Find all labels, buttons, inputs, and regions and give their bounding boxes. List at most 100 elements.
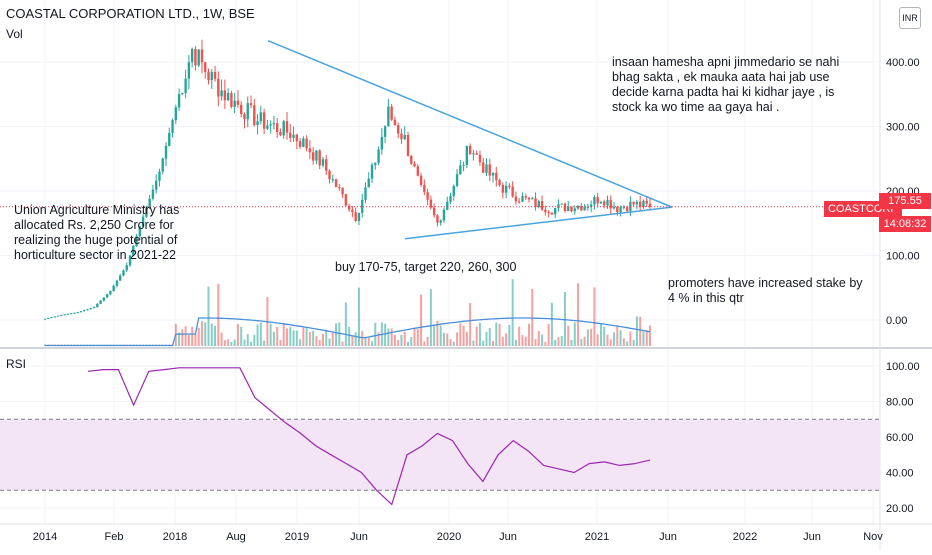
volume-bar-77 — [295, 330, 298, 346]
volume-bar-111 — [407, 341, 409, 346]
candle-body-62 — [246, 103, 249, 120]
candle-body-44 — [187, 62, 191, 79]
volume-bar-81 — [308, 331, 311, 346]
volume-bar-48 — [200, 321, 203, 346]
candle-body-69 — [269, 124, 272, 126]
volume-bar-121 — [439, 325, 442, 346]
candle-body-100 — [370, 164, 374, 179]
candle-body-15 — [92, 307, 96, 309]
volume-bar-141 — [505, 333, 508, 346]
candle-body-45 — [190, 48, 194, 63]
volume-bar-89 — [335, 323, 338, 346]
volume-bar-60 — [240, 326, 243, 346]
candle-body-33 — [151, 189, 155, 199]
candle-body-91 — [341, 187, 344, 195]
note-quote[interactable]: insaan hamesha apni jimmedario se nahi b… — [612, 55, 840, 114]
volume-bar-170 — [599, 323, 602, 346]
candle-body-152 — [540, 201, 544, 210]
volume-bar-99 — [367, 336, 370, 346]
volume-bar-134 — [482, 340, 485, 346]
volume-bar-148 — [528, 323, 530, 346]
candle-body-115 — [419, 175, 423, 185]
candle-body-64 — [253, 105, 256, 126]
volume-bar-143 — [511, 279, 514, 346]
note-promoters[interactable]: promoters have increased stake by 4 % in… — [668, 276, 863, 305]
volume-bar-76 — [292, 330, 295, 346]
volume-bar-56 — [227, 339, 230, 346]
candle-body-165 — [583, 206, 586, 211]
candle-body-157 — [557, 204, 560, 209]
volume-bars — [44, 279, 651, 347]
note-ministry[interactable]: Union Agriculture Ministry has allocated… — [14, 203, 180, 262]
candle-body-10 — [76, 312, 79, 314]
candle-body-0 — [43, 318, 47, 320]
volume-bar-147 — [524, 336, 527, 346]
volume-bar-41 — [178, 332, 181, 346]
candle-body-182 — [638, 201, 642, 207]
x-tick-label-4: 2019 — [285, 531, 309, 543]
candle-body-128 — [462, 165, 465, 167]
candle-body-89 — [334, 179, 338, 188]
candle-body-71 — [275, 123, 279, 133]
x-tick-label-1: Feb — [105, 531, 124, 543]
rsi-band-fill — [0, 419, 880, 491]
volume-bar-110 — [403, 331, 406, 346]
candle-body-103 — [380, 136, 384, 150]
candle-body-140 — [501, 184, 505, 193]
candle-body-67 — [262, 112, 266, 129]
volume-bar-136 — [488, 328, 491, 346]
volume-bar-158 — [560, 336, 563, 346]
volume-bar-114 — [416, 329, 419, 346]
candle-body-175 — [616, 206, 619, 213]
volume-bar-65 — [256, 324, 259, 346]
candle-body-130 — [468, 145, 472, 155]
volume-bar-83 — [315, 336, 318, 346]
currency-badge[interactable]: INR — [899, 7, 921, 29]
candle-body-43 — [184, 78, 187, 94]
candle-body-52 — [213, 71, 217, 79]
volume-bar-167 — [590, 328, 593, 346]
volume-bar-130 — [469, 303, 472, 346]
candle-body-93 — [347, 205, 351, 210]
volume-bar-91 — [341, 341, 344, 346]
rsi-tick-label-0: 100.00 — [886, 361, 920, 373]
candle-body-180 — [632, 201, 635, 205]
volume-bar-122 — [442, 332, 445, 346]
candle-body-171 — [603, 201, 606, 206]
candle-body-183 — [642, 200, 645, 207]
candle-body-123 — [446, 201, 449, 210]
candle-body-9 — [73, 312, 76, 314]
candle-body-121 — [439, 220, 442, 223]
candle-body-177 — [622, 207, 626, 209]
candle-body-75 — [289, 132, 292, 138]
candle-body-137 — [491, 172, 495, 176]
candle-body-141 — [504, 185, 508, 193]
candle-body-109 — [400, 133, 403, 140]
candle-body-170 — [599, 201, 603, 204]
volume-bar-75 — [289, 326, 292, 346]
candle-body-145 — [517, 201, 521, 203]
candle-body-125 — [452, 185, 455, 196]
candle-body-162 — [573, 208, 576, 212]
volume-bar-109 — [400, 334, 403, 346]
volume-bar-63 — [250, 341, 253, 346]
candle-body-20 — [109, 290, 112, 295]
candle-body-68 — [266, 125, 269, 129]
rsi-series-line — [87, 367, 651, 506]
candle-body-95 — [354, 212, 357, 222]
volume-bar-70 — [272, 331, 275, 346]
candle-body-113 — [413, 163, 416, 167]
candle-body-46 — [194, 48, 197, 66]
candle-body-47 — [197, 49, 200, 66]
note-trade[interactable]: buy 170-75, target 220, 260, 300 — [335, 260, 517, 274]
volume-bar-49 — [204, 322, 207, 346]
volume-bar-80 — [305, 328, 308, 346]
volume-bar-112 — [410, 337, 413, 346]
bar-countdown-label: 14:08:32 — [879, 216, 931, 232]
trendlines — [0, 40, 880, 240]
volume-bar-45 — [191, 326, 194, 346]
candle-body-105 — [387, 106, 390, 127]
candle-body-74 — [285, 121, 289, 133]
